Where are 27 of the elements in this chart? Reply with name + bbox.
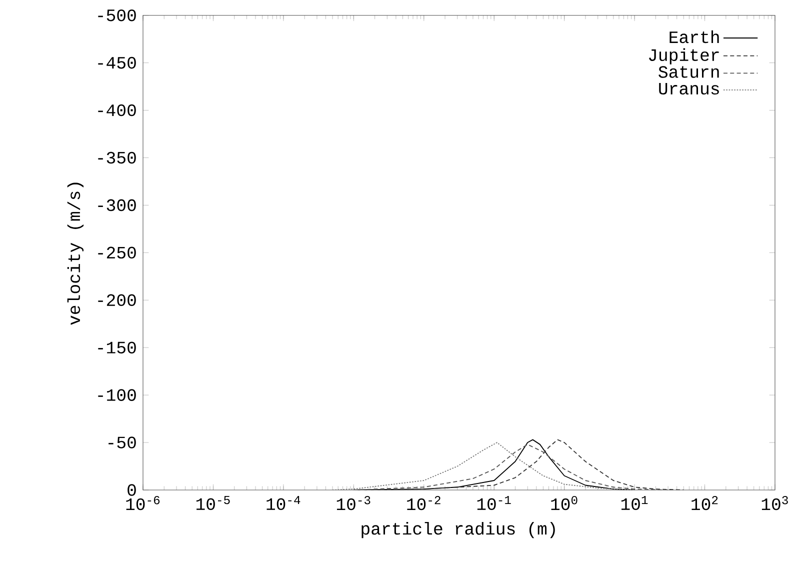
x-axis-title: particle radius (m) <box>362 522 555 538</box>
y-tick-label: -400 <box>98 104 136 116</box>
x-tick-label: 10$^{-1}$ <box>477 496 511 510</box>
y-tick-label: -250 <box>98 246 136 259</box>
x-tick-label: 10$^{-6}$ <box>126 496 160 510</box>
x-tick-label: 10$^{3}$ <box>762 496 788 510</box>
legend-label: Jupiter <box>649 48 719 64</box>
y-tick-label: -350 <box>98 152 136 164</box>
y-tick-label: -500 <box>98 9 136 22</box>
y-tick-label: -150 <box>98 342 136 354</box>
y-tick-label: -450 <box>98 56 136 69</box>
x-tick-label: 10$^{1}$ <box>621 496 648 510</box>
x-tick-label: 10$^{-3}$ <box>336 496 370 510</box>
y-tick-label: 0 <box>128 484 136 496</box>
x-tick-label: 10$^{2}$ <box>692 496 718 510</box>
x-tick-label: 10$^{0}$ <box>551 496 578 510</box>
y-tick-label: -50 <box>108 436 136 448</box>
y-tick-label: -200 <box>98 294 136 306</box>
legend-label: Earth <box>670 30 719 44</box>
legend-label: Saturn <box>658 66 719 78</box>
y-axis-title: velocity (m/s) <box>67 182 84 325</box>
y-tick-label: -300 <box>98 199 136 212</box>
x-tick-label: 10$^{-4}$ <box>266 496 300 510</box>
y-tick-label: -100 <box>98 389 136 401</box>
legend-label: Uranus <box>659 82 719 95</box>
x-tick-label: 10$^{-5}$ <box>196 496 230 510</box>
x-tick-label: 10$^{-2}$ <box>407 496 440 510</box>
